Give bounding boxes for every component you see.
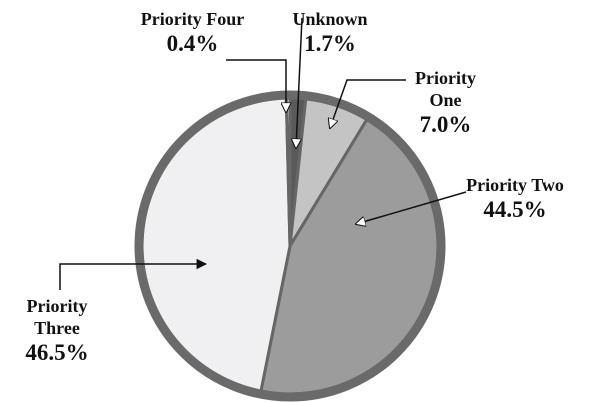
- leader-lines: [59, 17, 467, 290]
- slice-label: Priority Two 44.5%: [450, 174, 580, 224]
- slice-label: Priority Four 0.4%: [140, 8, 245, 58]
- value-label: 1.7%: [304, 31, 356, 56]
- leader-line: [330, 79, 406, 128]
- value-label: 0.4%: [166, 31, 219, 56]
- category-name: Priority Three: [26, 296, 88, 338]
- category-name: Priority One: [415, 68, 476, 110]
- leader-line: [226, 59, 286, 112]
- category-name: Priority Two: [466, 175, 564, 195]
- leader-line: [296, 17, 303, 148]
- category-name: Priority Four: [140, 9, 245, 29]
- slice-label: Unknown 1.7%: [280, 8, 380, 58]
- slice-label: Priority Three 46.5%: [2, 295, 112, 367]
- pie-slice: [140, 96, 292, 393]
- value-label: 7.0%: [419, 112, 472, 137]
- slice-label: Priority One 7.0%: [398, 67, 493, 139]
- value-label: 46.5%: [25, 340, 89, 365]
- value-label: 44.5%: [483, 197, 547, 222]
- pie-border: [134, 90, 446, 402]
- category-name: Unknown: [292, 9, 368, 29]
- leader-line: [59, 258, 208, 290]
- leader-line: [356, 191, 467, 224]
